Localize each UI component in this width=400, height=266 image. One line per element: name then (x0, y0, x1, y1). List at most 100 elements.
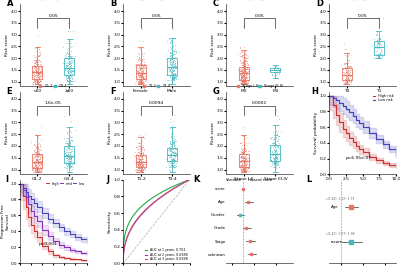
AUC at 2 years: 0.6988: (0.186, 0.493): 0.6988: (0.186, 0.493) (133, 221, 138, 224)
Point (238, 63, 245, 67)
Point (167, 58, 173, 63)
Point (135, 45, 141, 49)
Point (172, 159, 178, 164)
Point (66, 60, 72, 64)
Point (172, 153, 178, 158)
Point (165, 48, 172, 52)
Point (271, 152, 277, 156)
Point (171, 75, 178, 80)
Y-axis label: Risk score: Risk score (108, 34, 112, 56)
Point (138, 73, 144, 78)
Point (133, 157, 139, 161)
Point (63, 76, 69, 80)
Point (269, 163, 275, 167)
Point (342, 61, 348, 65)
Point (242, 69, 248, 74)
Point (168, 157, 174, 161)
Point (243, 149, 249, 153)
Point (137, 157, 144, 162)
Point (33, 65, 40, 69)
Point (135, 58, 141, 63)
Point (39, 163, 45, 168)
Point (240, 149, 246, 153)
Point (168, 157, 174, 161)
Point (242, 160, 248, 164)
Point (68, 156, 74, 160)
Point (346, 81, 352, 86)
Point (170, 157, 176, 161)
Point (167, 141, 174, 146)
Point (244, 81, 251, 86)
Point (34, 81, 41, 85)
Point (272, 156, 278, 161)
Point (242, 169, 248, 173)
Point (137, 164, 143, 168)
Point (246, 157, 252, 161)
Point (36, 157, 42, 161)
Point (373, 56, 380, 60)
Point (242, 77, 248, 81)
Point (271, 149, 278, 153)
Legend: AUC at 1 years: 0.752, AUC at 2 years: 0.6988, AUC at 3 years: 0.6998: AUC at 1 years: 0.752, AUC at 2 years: 0… (145, 248, 188, 262)
Point (167, 68, 173, 72)
Point (66, 78, 72, 82)
Point (244, 66, 251, 70)
Point (67, 144, 74, 148)
Point (38, 153, 44, 158)
Point (32, 45, 39, 49)
Point (243, 53, 249, 58)
Point (170, 77, 177, 81)
Point (35, 81, 41, 85)
Point (171, 65, 178, 70)
Point (139, 169, 145, 173)
Point (140, 154, 146, 159)
Point (136, 156, 142, 161)
Point (69, 77, 76, 81)
Point (32, 162, 38, 166)
Point (35, 73, 42, 77)
Point (35, 151, 42, 155)
Point (173, 139, 179, 143)
Point (243, 72, 250, 76)
Point (67, 70, 74, 74)
Point (68, 56, 74, 60)
Point (372, 56, 378, 60)
Point (168, 66, 175, 70)
Point (242, 162, 249, 166)
Y-axis label: Progression Free
Survival: Progression Free Survival (1, 205, 9, 238)
Point (134, 168, 140, 172)
Point (343, 81, 350, 85)
Point (35, 160, 42, 164)
Point (240, 166, 246, 171)
Point (35, 71, 41, 75)
Point (241, 146, 247, 150)
Y-axis label: Sensitivity: Sensitivity (108, 210, 112, 233)
Point (64, 64, 70, 69)
Point (170, 71, 176, 76)
Point (275, 145, 281, 149)
Point (169, 132, 176, 136)
Point (374, 42, 380, 46)
Point (170, 149, 176, 154)
Point (344, 76, 350, 80)
Point (168, 152, 174, 157)
Point (171, 158, 178, 162)
Point (240, 81, 247, 86)
Point (243, 169, 250, 173)
Point (343, 68, 350, 72)
Point (134, 167, 140, 171)
Point (166, 139, 173, 143)
Point (237, 71, 244, 75)
Point (376, 51, 383, 55)
Point (271, 152, 277, 157)
Point (276, 134, 282, 138)
Point (241, 76, 247, 80)
Point (340, 70, 346, 74)
Point (165, 56, 172, 60)
Point (241, 73, 247, 77)
Point (172, 55, 178, 59)
Point (68, 153, 74, 157)
Point (141, 81, 148, 85)
Point (34, 169, 40, 174)
Point (35, 58, 42, 62)
